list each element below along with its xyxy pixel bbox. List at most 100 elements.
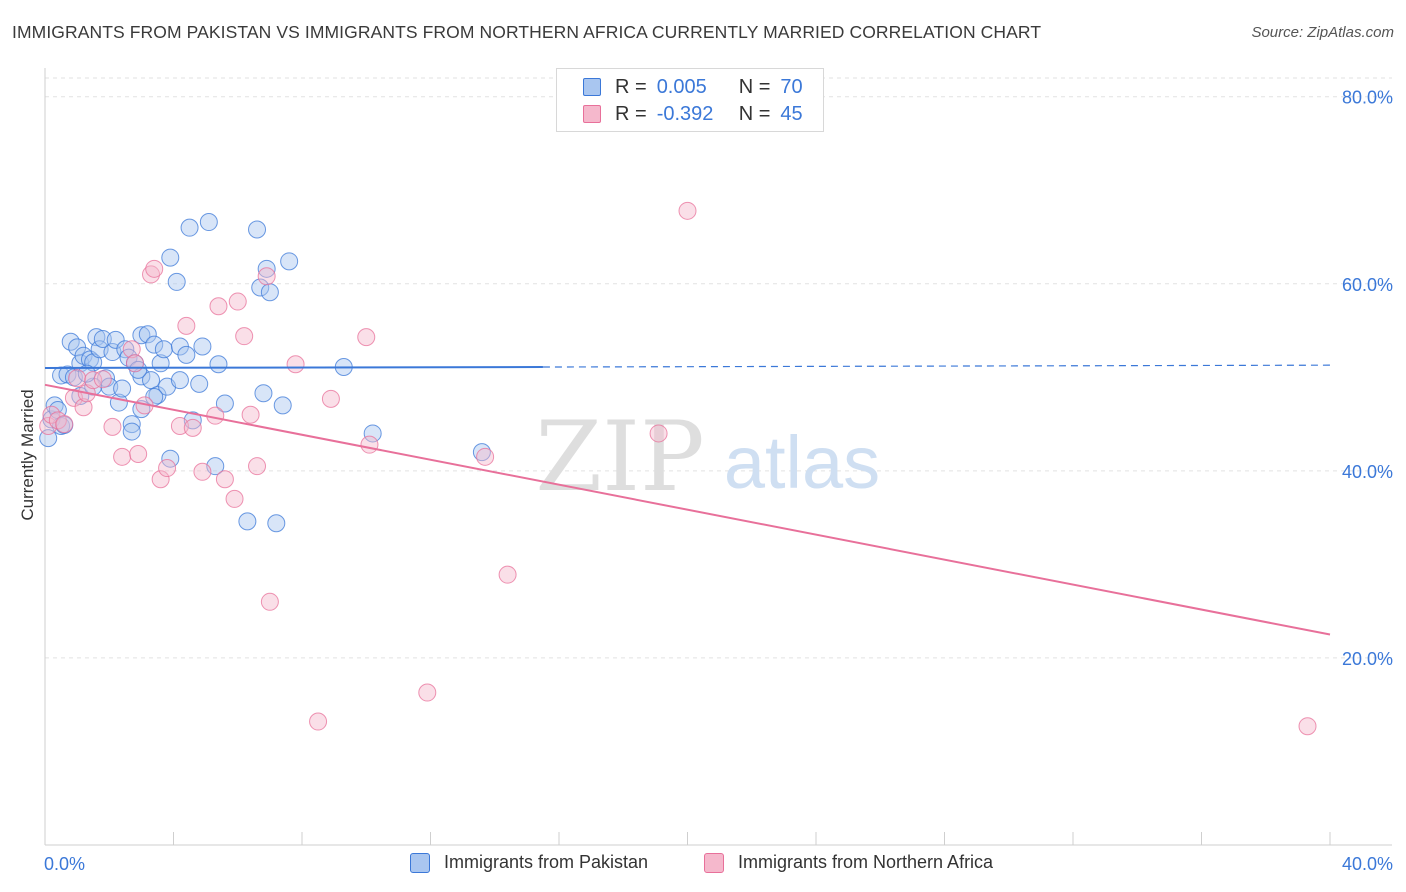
northern-africa-point bbox=[113, 447, 132, 466]
pakistan-point bbox=[138, 325, 157, 344]
bottom-legend-label: Immigrants from Northern Africa bbox=[738, 852, 994, 872]
pakistan-point bbox=[267, 514, 286, 533]
pakistan-point bbox=[154, 340, 173, 359]
pakistan-point bbox=[209, 355, 228, 374]
pakistan-point bbox=[87, 328, 106, 347]
legend-r-label: R = bbox=[615, 102, 647, 125]
northern-africa-point bbox=[74, 398, 93, 417]
northern-africa-point bbox=[84, 371, 103, 390]
northern-africa-point bbox=[248, 457, 267, 476]
northern-africa-point bbox=[177, 316, 196, 335]
pakistan-trend-line bbox=[44, 366, 543, 369]
pakistan-point bbox=[84, 353, 103, 372]
northern-africa-point bbox=[68, 369, 87, 388]
northern-africa-point bbox=[357, 328, 376, 347]
legend-r-value: 0.005 bbox=[656, 75, 707, 98]
pakistan-point bbox=[177, 345, 196, 364]
northern-africa-point bbox=[151, 470, 170, 489]
northern-africa-point bbox=[183, 418, 202, 437]
legend-n-label: N = bbox=[738, 75, 771, 98]
correlation-legend: R = 0.005 N = 70 R = -0.392 N = 45 bbox=[556, 68, 824, 132]
watermark: ZIP atlas bbox=[535, 401, 880, 513]
pakistan-point bbox=[248, 220, 267, 239]
pakistan-point bbox=[363, 424, 382, 443]
northern-africa-point bbox=[122, 340, 141, 359]
pakistan-point bbox=[167, 272, 186, 291]
northern-africa-point bbox=[129, 445, 148, 464]
trend-lines bbox=[44, 364, 1331, 636]
y-tick-label: 60.0% bbox=[1342, 275, 1393, 295]
y-tick-label: 80.0% bbox=[1342, 88, 1393, 108]
pakistan-point bbox=[257, 259, 276, 278]
pakistan-point bbox=[280, 252, 299, 271]
legend-r-label: R = bbox=[615, 75, 647, 98]
legend-swatch-blue bbox=[583, 78, 601, 96]
pakistan-point bbox=[260, 283, 279, 302]
pakistan-point bbox=[161, 248, 180, 267]
bottom-legend-pakistan: Immigrants from Pakistan bbox=[410, 852, 648, 873]
pakistan-point bbox=[132, 326, 151, 345]
pakistan-point bbox=[161, 449, 180, 468]
northern-africa-point bbox=[225, 489, 244, 508]
pakistan-point bbox=[238, 512, 257, 531]
pakistan-point bbox=[93, 329, 112, 348]
northern-africa-point bbox=[193, 462, 212, 481]
data-points bbox=[39, 201, 1317, 736]
legend-swatch-pink bbox=[583, 105, 601, 123]
pakistan-point bbox=[180, 218, 199, 237]
legend-r-value: -0.392 bbox=[656, 102, 714, 125]
pakistan-point bbox=[254, 384, 273, 403]
northern-africa-point bbox=[286, 355, 305, 374]
northern-africa-point bbox=[241, 405, 260, 424]
chart-title: IMMIGRANTS FROM PAKISTAN VS IMMIGRANTS F… bbox=[12, 22, 1042, 42]
bottom-legend-swatch-pink bbox=[704, 852, 724, 873]
pakistan-point bbox=[193, 337, 212, 356]
northern-africa-point bbox=[55, 415, 74, 434]
bottom-legend-northern-africa: Immigrants from Northern Africa bbox=[704, 852, 993, 873]
pakistan-point bbox=[145, 335, 164, 354]
pakistan-point bbox=[170, 371, 189, 390]
legend-n-value: 45 bbox=[780, 102, 803, 125]
northern-africa-point bbox=[476, 447, 495, 466]
northern-africa-point bbox=[158, 459, 177, 478]
pakistan-point bbox=[122, 422, 141, 441]
northern-africa-point bbox=[418, 683, 437, 702]
pakistan-point bbox=[215, 394, 234, 413]
northern-africa-point bbox=[145, 259, 164, 278]
watermark-zip: ZIP bbox=[535, 401, 704, 513]
legend-row-northern-africa: R = -0.392 N = 45 bbox=[557, 102, 803, 126]
bottom-legend-swatch-blue bbox=[410, 852, 430, 873]
northern-africa-point bbox=[1298, 717, 1317, 736]
y-tick-label: 40.0% bbox=[1342, 462, 1393, 482]
pakistan-point bbox=[106, 330, 125, 349]
northern-africa-trend-line bbox=[44, 383, 1331, 636]
x-tick-label: 0.0% bbox=[44, 854, 85, 874]
northern-africa-point bbox=[498, 565, 517, 584]
northern-africa-point bbox=[209, 297, 228, 316]
source-label: Source: ZipAtlas.com bbox=[1251, 24, 1394, 41]
legend-row-pakistan: R = 0.005 N = 70 bbox=[557, 75, 803, 99]
tick-labels: 20.0% 40.0% 60.0% 80.0% 0.0% 40.0% bbox=[44, 88, 1393, 874]
northern-africa-point bbox=[678, 201, 697, 220]
pakistan-point bbox=[77, 364, 96, 383]
northern-africa-point bbox=[39, 416, 58, 435]
axes bbox=[44, 68, 1392, 846]
legend-n-label: N = bbox=[738, 102, 771, 125]
watermark-atlas: atlas bbox=[724, 421, 880, 504]
northern-africa-point bbox=[206, 406, 225, 425]
northern-africa-point bbox=[321, 389, 340, 408]
legend-n-value: 70 bbox=[780, 75, 803, 98]
northern-africa-point bbox=[228, 292, 247, 311]
x-tick-label: 40.0% bbox=[1342, 854, 1393, 874]
bottom-legend-label: Immigrants from Pakistan bbox=[444, 852, 649, 872]
pakistan-point bbox=[190, 374, 209, 393]
pakistan-point bbox=[113, 379, 132, 398]
pakistan-point bbox=[122, 415, 141, 434]
northern-africa-point bbox=[93, 370, 112, 389]
northern-africa-point bbox=[215, 470, 234, 489]
northern-africa-point bbox=[257, 267, 276, 286]
northern-africa-point bbox=[360, 435, 379, 454]
northern-africa-point bbox=[235, 327, 254, 346]
pakistan-point bbox=[251, 278, 270, 297]
